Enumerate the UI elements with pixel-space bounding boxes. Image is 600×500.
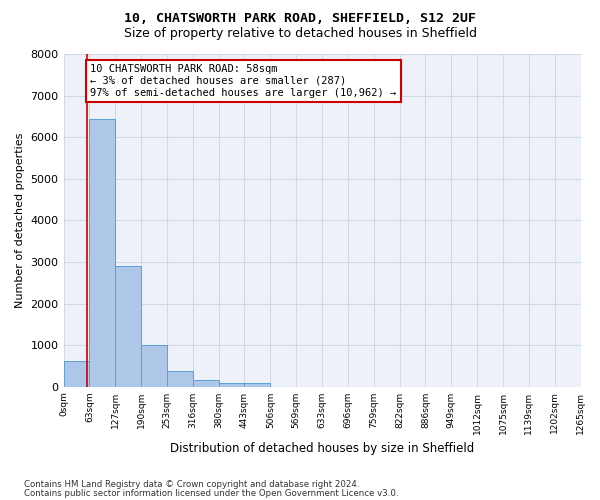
X-axis label: Distribution of detached houses by size in Sheffield: Distribution of detached houses by size … — [170, 442, 474, 455]
Text: Contains public sector information licensed under the Open Government Licence v3: Contains public sector information licen… — [24, 488, 398, 498]
Bar — [218, 382, 244, 386]
Text: Contains HM Land Registry data © Crown copyright and database right 2024.: Contains HM Land Registry data © Crown c… — [24, 480, 359, 489]
Text: 10 CHATSWORTH PARK ROAD: 58sqm
← 3% of detached houses are smaller (287)
97% of : 10 CHATSWORTH PARK ROAD: 58sqm ← 3% of d… — [90, 64, 397, 98]
Text: Size of property relative to detached houses in Sheffield: Size of property relative to detached ho… — [124, 28, 476, 40]
Bar — [64, 361, 89, 386]
Bar — [115, 266, 141, 386]
Text: 10, CHATSWORTH PARK ROAD, SHEFFIELD, S12 2UF: 10, CHATSWORTH PARK ROAD, SHEFFIELD, S12… — [124, 12, 476, 26]
Bar — [167, 371, 193, 386]
Y-axis label: Number of detached properties: Number of detached properties — [15, 132, 25, 308]
Bar — [89, 120, 115, 386]
Bar — [193, 380, 218, 386]
Bar — [141, 345, 167, 387]
Bar — [244, 384, 271, 386]
